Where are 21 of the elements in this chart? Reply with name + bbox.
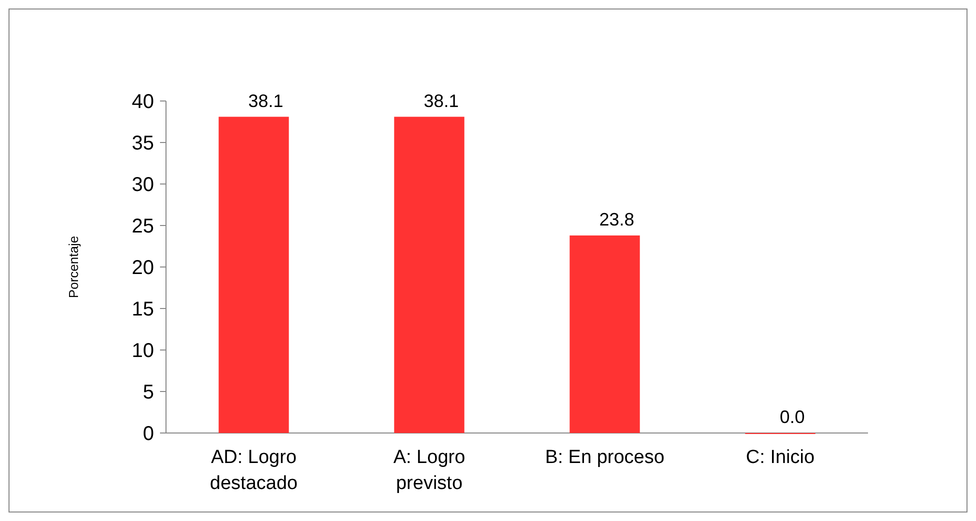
y-tick-label: 30 — [132, 174, 154, 196]
y-tick-label: 15 — [132, 298, 154, 320]
y-axis-title: Porcentaje — [66, 236, 81, 298]
x-tick-label: A: Logro previsto — [393, 447, 466, 494]
y-tick-label: 35 — [132, 132, 154, 154]
bar — [394, 116, 464, 433]
x-tick-label: B: En proceso — [545, 447, 664, 468]
data-label: 0.0 — [780, 407, 805, 427]
x-tick-label: C: Inicio — [746, 447, 815, 468]
y-tick-label: 10 — [132, 340, 154, 362]
x-tick-label: AD: Logro destacado — [210, 447, 298, 494]
bar — [570, 235, 640, 433]
y-tick-label: 25 — [132, 216, 154, 238]
data-label: 23.8 — [599, 209, 634, 230]
y-tick-label: 20 — [132, 257, 154, 279]
y-tick-label: 40 — [132, 91, 154, 113]
bar — [218, 116, 289, 433]
y-tick-label: 0 — [142, 423, 154, 445]
data-label: 38.1 — [424, 90, 459, 111]
y-tick-label: 5 — [142, 382, 154, 404]
data-label: 38.1 — [248, 90, 284, 111]
